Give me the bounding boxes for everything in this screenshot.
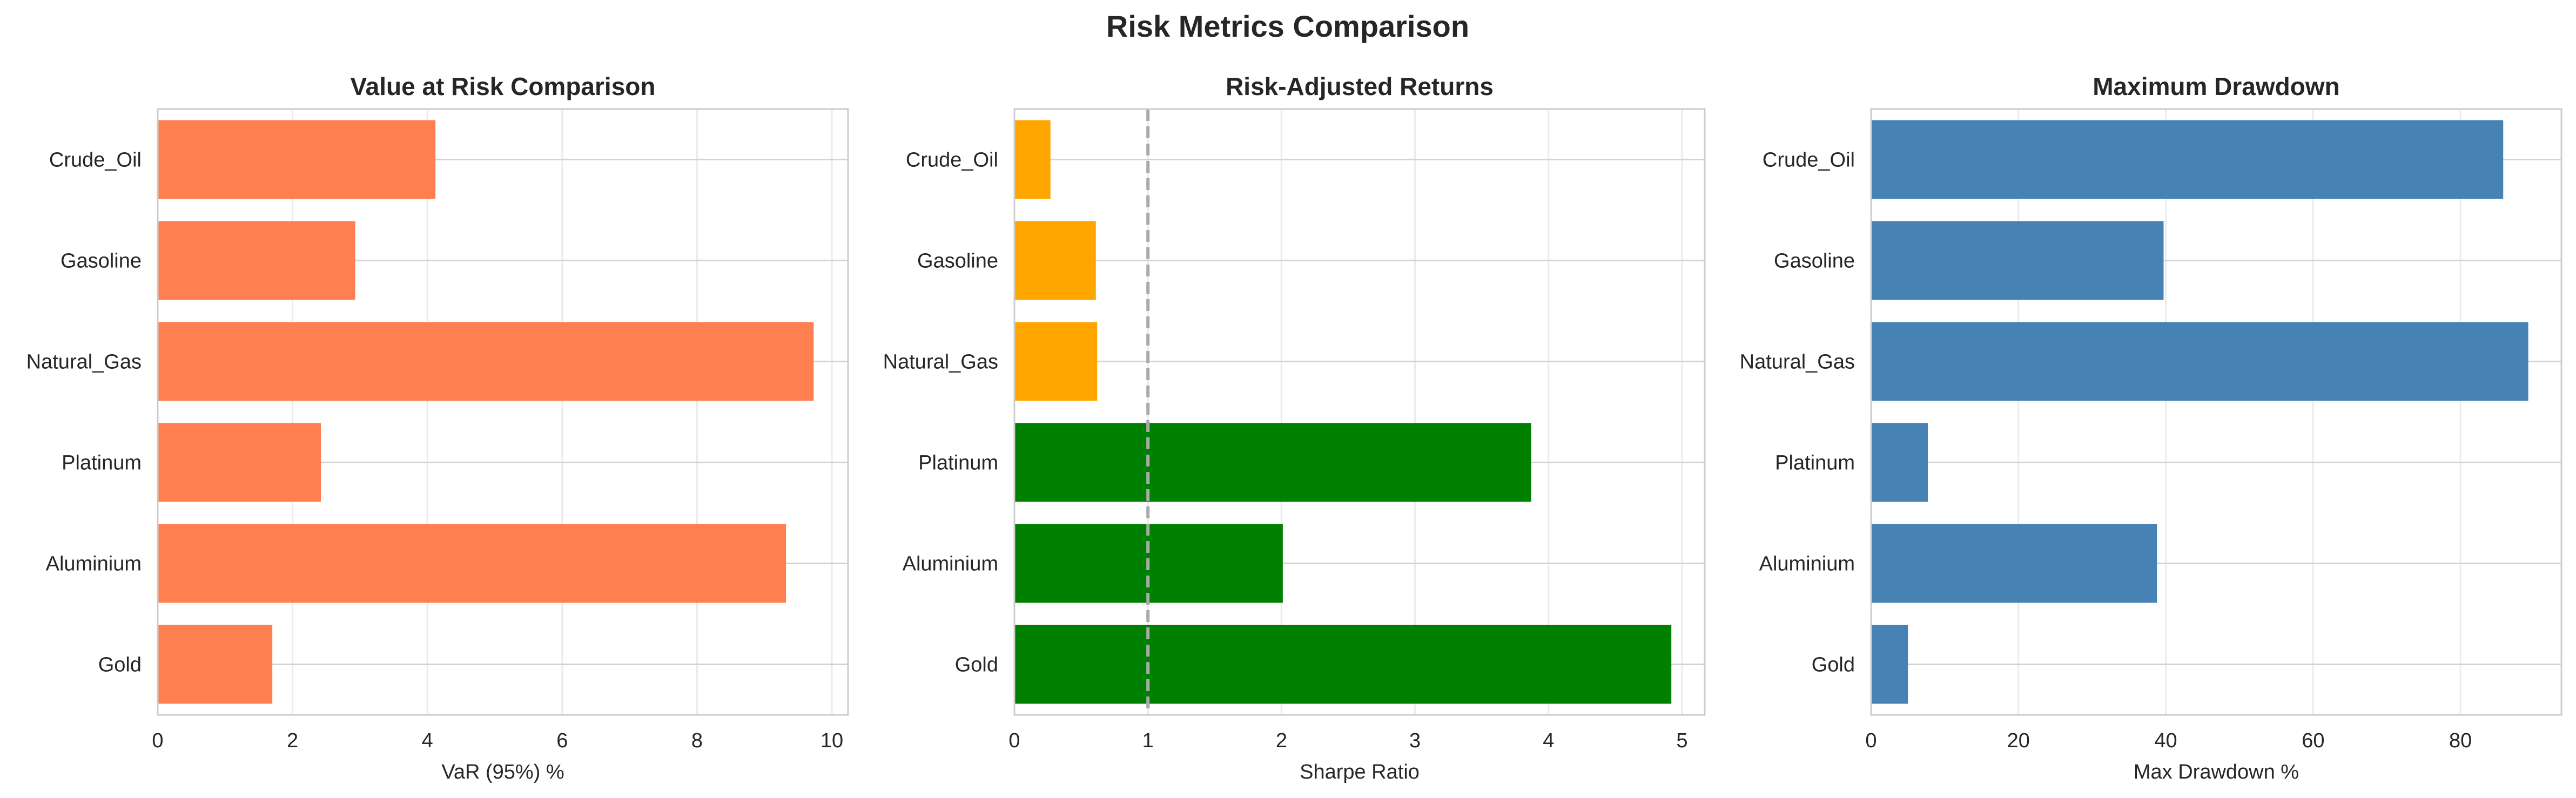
bar-gasoline (1871, 221, 2164, 300)
bar-crude-oil (1871, 120, 2504, 199)
chart-panel-2: Crude_Oil Gasoline Natural_Gas Platinum Alum… (883, 72, 1706, 783)
x-tick-label: 5 (1676, 729, 1687, 752)
figure-suptitle: Risk Metrics Comparison (1106, 9, 1469, 43)
x-tick-label: 10 (820, 729, 843, 752)
y-tick-label: Gasoline (60, 250, 142, 273)
axes-frame (1870, 108, 2562, 716)
y-tick-label: Crude_Oil (1763, 149, 1855, 172)
x-tick-label: 0 (152, 729, 163, 752)
bar-gasoline (158, 221, 355, 300)
axes-frame (1013, 108, 1706, 716)
x-axis-label: Sharpe Ratio (1300, 761, 1420, 783)
x-tick-label: 4 (422, 729, 433, 752)
x-tick-label: 40 (2154, 729, 2177, 752)
y-tick-label: Natural_Gas (1740, 351, 1855, 374)
y-tick-label: Aluminium (903, 553, 998, 576)
x-tick-label: 6 (556, 729, 568, 752)
bar-gold (158, 625, 273, 704)
bar-platinum (158, 423, 321, 502)
bar-aluminium (1871, 524, 2157, 603)
bar-platinum (1871, 423, 1928, 502)
bar-crude-oil (158, 120, 436, 199)
x-tick-label: 60 (2302, 729, 2324, 752)
bar-natural-gas (1014, 322, 1098, 401)
axes-frame (157, 108, 849, 716)
bar-platinum (1014, 423, 1531, 502)
chart-panel-3: Crude_Oil Gasoline Natural_Gas Platinum Alum… (1740, 72, 2562, 783)
x-tick-label: 2 (287, 729, 298, 752)
y-tick-label: Natural_Gas (883, 351, 998, 374)
y-tick-label: Crude_Oil (49, 149, 142, 172)
bar-natural-gas (158, 322, 814, 401)
x-tick-label: 80 (2449, 729, 2472, 752)
bar-gold (1014, 625, 1672, 704)
bar-gold (1871, 625, 1908, 704)
x-axis-label: Max Drawdown % (2134, 761, 2299, 783)
x-tick-label: 0 (1865, 729, 1876, 752)
y-tick-label: Gold (955, 654, 998, 677)
bar-crude-oil (1014, 120, 1051, 199)
x-tick-label: 3 (1409, 729, 1421, 752)
chart-title: Risk-Adjusted Returns (1226, 72, 1494, 100)
panels: Crude_Oil Gasoline Natural_Gas Platinum Alum… (26, 72, 2562, 783)
y-tick-label: Natural_Gas (26, 351, 142, 374)
y-tick-label: Crude_Oil (906, 149, 998, 172)
y-tick-label: Aluminium (1759, 553, 1855, 576)
y-tick-label: Platinum (62, 452, 142, 475)
bar-natural-gas (1871, 322, 2528, 401)
y-tick-label: Gasoline (917, 250, 998, 273)
x-axis-label: VaR (95%) % (441, 761, 564, 783)
chart-title: Maximum Drawdown (2093, 72, 2340, 100)
x-tick-label: 0 (1008, 729, 1020, 752)
bar-gasoline (1014, 221, 1096, 300)
chart-panel-1: Crude_Oil Gasoline Natural_Gas Platinum Alum… (26, 72, 849, 783)
y-tick-label: Platinum (1775, 452, 1855, 475)
y-tick-label: Gold (1812, 654, 1855, 677)
x-tick-label: 2 (1276, 729, 1287, 752)
x-tick-label: 4 (1543, 729, 1554, 752)
bar-aluminium (158, 524, 786, 603)
x-tick-label: 8 (691, 729, 703, 752)
y-tick-label: Aluminium (46, 553, 142, 576)
x-tick-label: 20 (2007, 729, 2030, 752)
y-tick-label: Platinum (918, 452, 998, 475)
y-tick-label: Gasoline (1774, 250, 1855, 273)
chart-title: Value at Risk Comparison (351, 72, 656, 100)
x-tick-label: 1 (1142, 729, 1154, 752)
y-tick-label: Gold (98, 654, 142, 677)
